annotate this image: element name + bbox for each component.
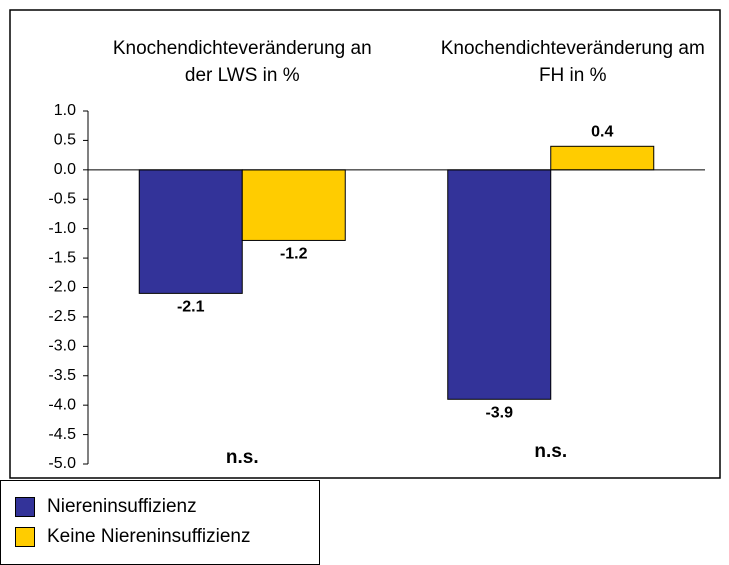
y-tick-label: -4.0 <box>48 396 76 413</box>
data-label: -3.9 <box>485 405 513 422</box>
y-tick-label: 0.0 <box>54 161 76 178</box>
y-tick-label: -2.5 <box>48 308 76 325</box>
annotation: n.s. <box>534 441 567 462</box>
legend: Niereninsuffizienz Keine Niereninsuffizie… <box>0 480 320 565</box>
legend-item: Niereninsuffizienz <box>15 496 197 518</box>
data-label: 0.4 <box>591 124 613 141</box>
y-tick-label: -3.0 <box>48 338 76 355</box>
legend-item: Keine Niereninsuffizienz <box>15 526 251 548</box>
category-label: Knochendichteveränderung am FH in % <box>440 38 705 86</box>
chart-frame <box>9 9 721 479</box>
data-label: -1.2 <box>280 246 308 263</box>
y-tick-label: -3.5 <box>48 367 76 384</box>
y-tick-label: -4.5 <box>48 426 76 443</box>
y-tick-label: -1.5 <box>48 249 76 266</box>
bar <box>138 169 243 294</box>
y-tick-label: -5.0 <box>48 455 76 472</box>
data-label: -2.1 <box>177 299 205 316</box>
legend-swatch <box>15 497 35 517</box>
bar <box>241 169 346 241</box>
bar <box>447 169 552 400</box>
category-label: Knochendichteveränderung an der LWS in % <box>112 38 372 86</box>
legend-label: Keine Niereninsuffizienz <box>47 526 251 547</box>
legend-swatch <box>15 527 35 547</box>
y-tick-label: -1.0 <box>48 220 76 237</box>
y-tick-label: 0.5 <box>54 132 76 149</box>
y-tick-label: -0.5 <box>48 190 76 207</box>
legend-label: Niereninsuffizienz <box>47 496 197 517</box>
bar <box>550 145 655 171</box>
y-tick-label: 1.0 <box>54 102 76 119</box>
annotation: n.s. <box>226 447 259 468</box>
y-tick-label: -2.0 <box>48 279 76 296</box>
